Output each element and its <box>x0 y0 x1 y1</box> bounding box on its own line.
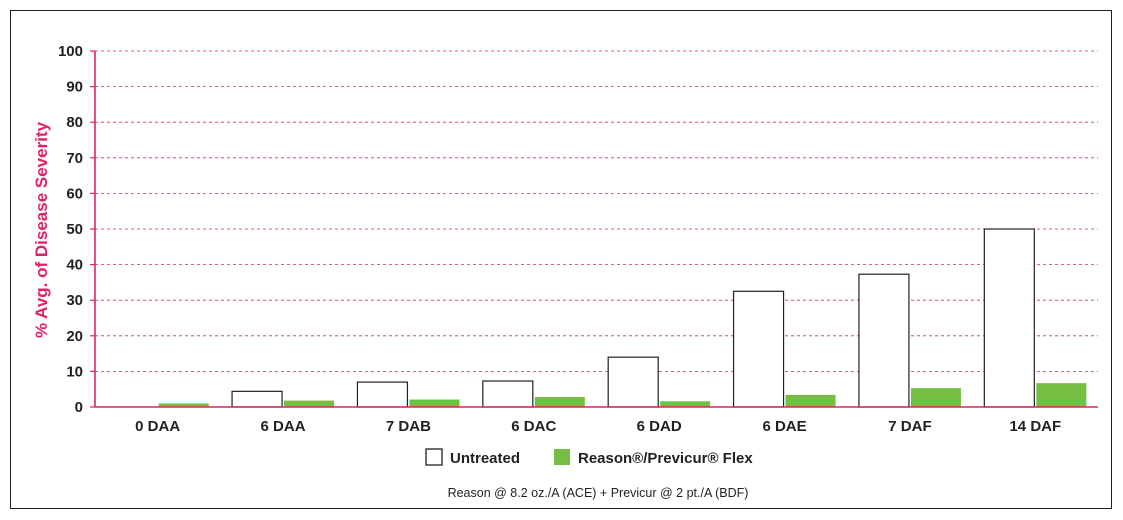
bars <box>158 228 1087 408</box>
y-tick-label-0: 0 <box>75 399 83 416</box>
y-tick-label-80: 80 <box>66 114 83 131</box>
y-tick-label-20: 20 <box>66 328 83 345</box>
bar-reason-previcur-flex-7-daf <box>910 388 961 407</box>
bar-reason-previcur-flex-6-dae <box>785 394 836 407</box>
y-tick-label-100: 100 <box>58 43 83 60</box>
x-tick-label-6-dae: 6 DAE <box>762 418 806 435</box>
bar-reason-previcur-flex-6-dad <box>660 401 711 407</box>
axes <box>90 50 1098 408</box>
bar-reason-previcur-flex-6-daa <box>284 400 335 407</box>
x-tick-label-7-daf: 7 DAF <box>888 418 931 435</box>
legend-label-untreated: Untreated <box>450 450 520 467</box>
y-tick-label-10: 10 <box>66 363 83 380</box>
y-tick-label-40: 40 <box>66 257 83 274</box>
y-axis-label: % Avg. of Disease Severity <box>32 121 51 338</box>
y-tick-label-70: 70 <box>66 150 83 167</box>
y-tick-label-60: 60 <box>66 185 83 202</box>
bar-untreated-6-daa <box>231 390 283 408</box>
bar-untreated-7-daf <box>858 273 910 408</box>
bar-reason-previcur-flex-6-dac <box>534 397 585 407</box>
bar-untreated-6-dae <box>732 290 785 408</box>
legend-swatch-untreated <box>425 448 443 466</box>
y-tick-labels: 0 10 20 30 40 50 60 70 80 90 100 <box>58 43 83 416</box>
x-tick-labels: 0 DAA 6 DAA 7 DAB 6 DAC 6 DAD 6 DAE 7 DAF 14 DA… <box>135 418 1061 435</box>
bar-untreated-6-dac <box>482 380 534 408</box>
y-tick-label-90: 90 <box>66 79 83 96</box>
y-tick-label-50: 50 <box>66 221 83 238</box>
x-tick-label-6-dad: 6 DAD <box>637 418 682 435</box>
bar-untreated-6-dad <box>607 356 659 408</box>
legend-swatch-reason-previcur <box>554 449 570 465</box>
x-tick-label-7-dab: 7 DAB <box>386 418 431 435</box>
bar-reason-previcur-flex-14-daf <box>1036 383 1087 407</box>
x-tick-label-6-dac: 6 DAC <box>511 418 556 435</box>
legend-label-reason-previcur: Reason®/Previcur® Flex <box>578 450 753 467</box>
footnote: Reason @ 8.2 oz./A (ACE) + Previcur @ 2 … <box>448 486 749 500</box>
x-tick-label-14-daf: 14 DAF <box>1009 418 1061 435</box>
bar-reason-previcur-flex-7-dab <box>409 399 460 407</box>
bar-untreated-7-dab <box>356 381 409 408</box>
x-tick-label-0-daa: 0 DAA <box>135 418 180 435</box>
x-tick-label-6-daa: 6 DAA <box>261 418 306 435</box>
y-tick-label-30: 30 <box>66 292 83 309</box>
bar-reason-previcur-flex-0-daa <box>158 403 209 407</box>
chart-frame <box>10 10 1112 509</box>
gridlines <box>95 50 1098 372</box>
bar-untreated-14-daf <box>983 228 1035 408</box>
legend: Untreated Reason®/Previcur® Flex <box>425 448 753 467</box>
